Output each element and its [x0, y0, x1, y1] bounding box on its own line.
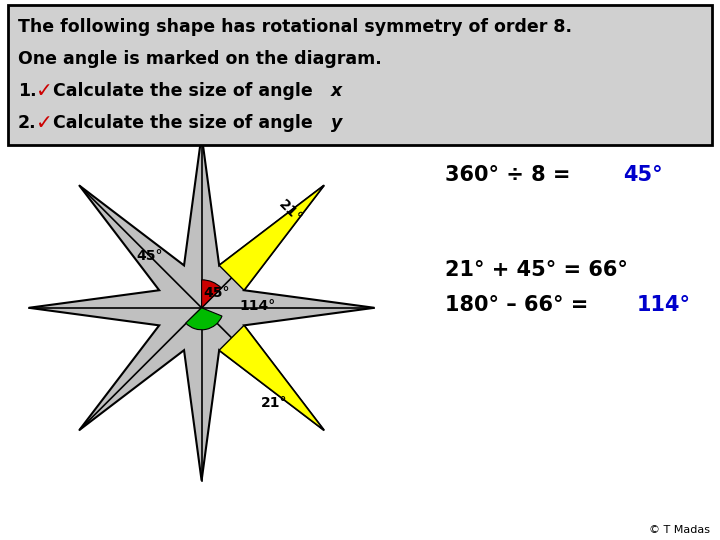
Text: © T Madas: © T Madas — [649, 525, 710, 535]
Text: ✓: ✓ — [36, 114, 53, 133]
Wedge shape — [202, 280, 221, 308]
Text: 21° + 45° = 66°: 21° + 45° = 66° — [445, 260, 628, 280]
Text: 21°: 21° — [261, 396, 287, 410]
Text: 1.: 1. — [18, 82, 37, 100]
FancyBboxPatch shape — [8, 5, 712, 145]
Text: 360° ÷ 8 =: 360° ÷ 8 = — [445, 165, 577, 185]
Text: 2.: 2. — [18, 114, 37, 132]
Text: ✓: ✓ — [36, 82, 53, 101]
Text: One angle is marked on the diagram.: One angle is marked on the diagram. — [18, 50, 382, 68]
Text: x: x — [331, 82, 342, 100]
Text: 180° – 66° =: 180° – 66° = — [445, 295, 595, 315]
Text: 114°: 114° — [637, 295, 691, 315]
Text: y: y — [331, 114, 343, 132]
Text: 45°: 45° — [623, 165, 662, 185]
Text: Calculate the size of angle: Calculate the size of angle — [53, 82, 319, 100]
Text: 45°: 45° — [136, 249, 163, 263]
Polygon shape — [219, 186, 324, 290]
Text: The following shape has rotational symmetry of order 8.: The following shape has rotational symme… — [18, 18, 572, 36]
Text: 114°: 114° — [240, 299, 276, 313]
Wedge shape — [186, 308, 222, 330]
Text: Calculate the size of angle: Calculate the size of angle — [53, 114, 319, 132]
Polygon shape — [29, 135, 374, 481]
Text: 45°: 45° — [204, 286, 230, 300]
Text: 21°: 21° — [275, 198, 304, 226]
Polygon shape — [219, 326, 324, 430]
